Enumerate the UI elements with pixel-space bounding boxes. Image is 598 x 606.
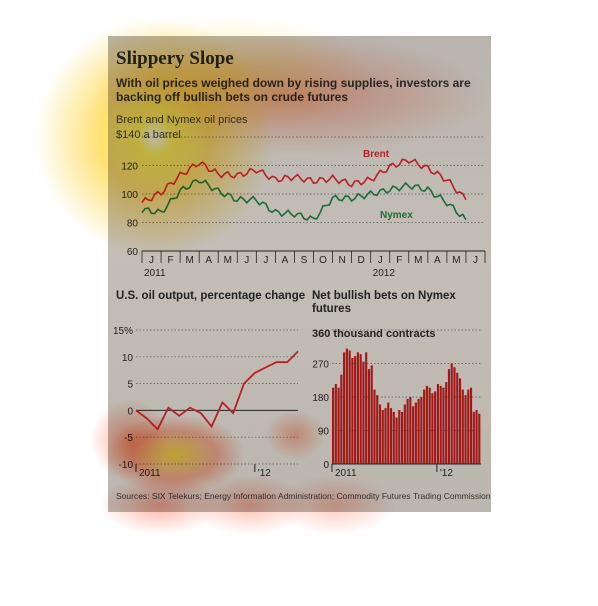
bets-bar (376, 395, 379, 464)
bets-y-tick: 180 (312, 393, 329, 404)
bets-y-tick: 0 (323, 460, 329, 471)
output-x-label: '12 (258, 468, 271, 479)
chart-card: Slippery Slope With oil prices weighed d… (108, 36, 491, 512)
bets-bar (439, 385, 442, 464)
bets-bar (420, 397, 423, 464)
bets-bar (389, 408, 393, 464)
bets-bar (447, 369, 451, 464)
bets-bar (378, 404, 382, 464)
bets-bar (381, 410, 384, 464)
price-month-label: O (319, 255, 327, 266)
output-y-tick: -10 (119, 460, 134, 471)
bets-bar (403, 404, 406, 464)
price-month-label: A (282, 255, 289, 266)
price-month-label: J (473, 255, 478, 266)
bets-bar (398, 410, 401, 464)
price-month-label: J (244, 255, 249, 266)
output-line (135, 350, 299, 431)
bets-bar (362, 361, 365, 464)
nymex-series-label: Nymex (380, 210, 413, 221)
bets-bar (351, 357, 354, 464)
bets-bar (469, 387, 473, 464)
bets-bar (464, 395, 467, 464)
bets-bar (431, 393, 434, 464)
bets-bar (417, 398, 420, 464)
price-month-label: M (452, 255, 460, 266)
bets-y-tick: 270 (312, 360, 329, 371)
output-y-tick: 5 (127, 380, 133, 391)
bets-bar (334, 383, 337, 464)
price-month-label: J (378, 255, 383, 266)
output-y-tick: 10 (122, 353, 134, 364)
bets-bar (332, 387, 335, 464)
bets-x-label: 2011 (335, 468, 357, 479)
bets-y-tick: 90 (318, 427, 330, 438)
bets-bar (412, 406, 415, 464)
bets-bar (343, 352, 346, 464)
price-month-label: A (434, 255, 441, 266)
price-year-label: 2011 (144, 268, 166, 279)
bets-bar (409, 397, 412, 464)
bets-bar (365, 352, 368, 464)
bets-bar (400, 411, 404, 464)
price-year-label: 2012 (373, 268, 396, 279)
bets-bar (450, 363, 453, 464)
bets-bar (467, 389, 470, 464)
bets-x-label: '12 (440, 468, 453, 479)
bets-bar (423, 389, 426, 464)
bets-bar (373, 389, 376, 464)
bets-bar (356, 352, 359, 464)
nymex-line (141, 179, 467, 221)
bets-bar (428, 387, 431, 464)
price-month-label: J (263, 255, 268, 266)
price-month-label: M (224, 255, 232, 266)
bets-bar (456, 372, 459, 464)
bets-bar (414, 402, 417, 464)
price-month-label: M (414, 255, 422, 266)
output-x-label: 2011 (139, 468, 161, 479)
price-month-label: S (301, 255, 308, 266)
bets-bar (340, 374, 343, 464)
brent-series-label: Brent (363, 149, 390, 160)
bets-bar (354, 356, 357, 464)
price-month-label: J (149, 255, 154, 266)
output-y-tick: -5 (124, 433, 133, 444)
bets-bar (392, 411, 395, 464)
price-month-label: M (185, 255, 193, 266)
bets-bar (384, 408, 387, 464)
output-y-tick: 15% (113, 326, 133, 337)
price-month-label: D (358, 255, 365, 266)
price-month-label: F (168, 255, 174, 266)
bets-bar (478, 413, 481, 464)
bets-bar (472, 411, 475, 464)
price-y-tick: 120 (121, 162, 138, 173)
price-month-label: N (338, 255, 345, 266)
bets-bar (387, 402, 390, 464)
output-y-tick: 0 (127, 406, 133, 417)
bets-bar (458, 378, 462, 464)
bets-bar (442, 387, 445, 464)
price-y-tick: 100 (121, 190, 138, 201)
price-y-tick: 80 (127, 219, 139, 230)
bets-bar (359, 354, 362, 464)
price-month-label: A (205, 255, 212, 266)
bets-bar (395, 417, 398, 464)
bets-bar (434, 391, 437, 464)
bets-bar (436, 383, 439, 464)
bets-bar (461, 389, 464, 464)
bets-bar (406, 398, 409, 464)
price-y-tick: 60 (127, 247, 139, 258)
bets-bar (337, 387, 340, 464)
bets-bar (345, 348, 348, 464)
bets-bar (348, 350, 351, 464)
bets-bar (453, 367, 456, 464)
bets-bar (367, 369, 371, 464)
bets-bar (370, 365, 373, 464)
bets-bar (425, 385, 428, 464)
price-month-label: F (396, 255, 402, 266)
bets-bar (475, 410, 478, 464)
bets-bar (445, 382, 448, 464)
